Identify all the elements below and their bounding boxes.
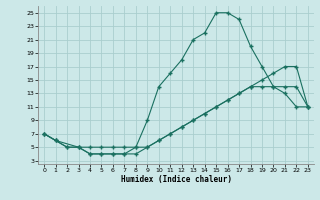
- X-axis label: Humidex (Indice chaleur): Humidex (Indice chaleur): [121, 175, 231, 184]
